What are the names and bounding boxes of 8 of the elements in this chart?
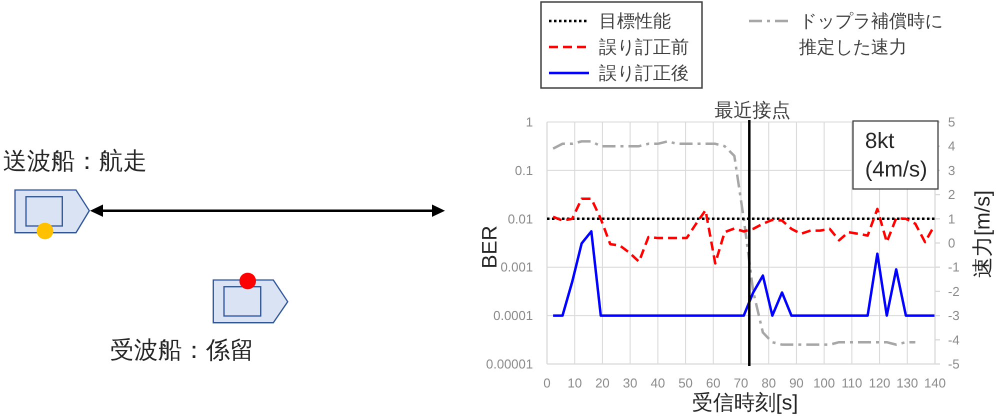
annotation: 8kt (4m/s): [852, 120, 939, 190]
annotation: 8kt (4m/s): [865, 128, 928, 182]
legend-label: 誤り訂正前: [599, 37, 689, 57]
legend-label: ドップラ補償時に推定した速力: [799, 11, 943, 57]
legend-label: 目標性能: [599, 11, 671, 31]
legend-label: 誤り訂正後: [599, 63, 689, 83]
annotation: 受波船：係留: [110, 336, 254, 364]
annotation: 送波船：航走: [3, 148, 147, 174]
